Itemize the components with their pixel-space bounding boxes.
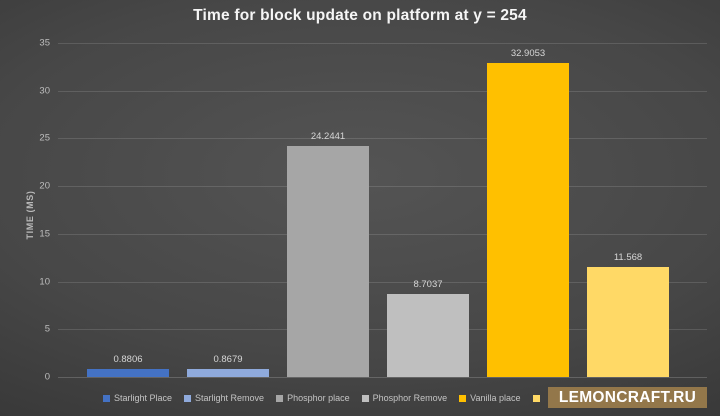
bar-starlight-remove (187, 368, 269, 377)
gridline-0 (58, 377, 707, 378)
legend-swatch-icon (276, 394, 284, 402)
bar-value-label-6: 11.568 (613, 251, 643, 263)
watermark: LEMONCRAFT.RU (548, 387, 707, 408)
gridline-20 (58, 186, 707, 188)
legend-label: Phosphor Remove (372, 393, 448, 403)
gridline-35 (58, 43, 707, 44)
bar-phosphor-place (287, 145, 369, 377)
gridline-15 (58, 233, 707, 235)
legend-item-phosphor-remove: Phosphor Remove (361, 393, 448, 403)
legend-item-starlight-remove: Starlight Remove (184, 393, 264, 403)
legend-item-starlight-place: Starlight Place (103, 393, 172, 403)
legend-swatch-icon (184, 394, 192, 402)
bar-value-label-1: 0.8806 (113, 353, 143, 365)
bar-phosphor-remove (387, 293, 469, 377)
bar-value-label-4: 8.7037 (413, 278, 443, 290)
legend-swatch-icon (459, 394, 467, 402)
legend-swatch-icon (361, 394, 369, 402)
legend-label: Starlight Remove (195, 393, 265, 403)
legend-label: Vanilla place (470, 393, 521, 403)
legend-label: Phosphor place (287, 393, 350, 403)
y-tick-15: 15 (39, 228, 50, 240)
bar-6 (587, 266, 669, 377)
gridline-5 (58, 329, 707, 331)
bar-group-3: 24.2441 (287, 43, 369, 377)
legend-label: Starlight Place (114, 393, 173, 403)
gridline-10 (58, 281, 707, 283)
legend-item-vanilla-place: Vanilla place (459, 393, 521, 403)
y-tick-20: 20 (39, 180, 50, 192)
y-tick-30: 30 (39, 85, 50, 97)
bar-group-4: 8.7037 (387, 43, 469, 377)
y-tick-5: 5 (44, 323, 50, 335)
chart-title: Time for block update on platform at y =… (193, 7, 527, 24)
legend-item-6 (532, 394, 540, 402)
bar-value-label-5: 32.9053 (510, 48, 546, 59)
y-tick-0: 0 (44, 371, 50, 383)
bar-vanilla-place (487, 63, 569, 377)
bar-starlight-place (87, 368, 169, 377)
legend-swatch-icon (103, 394, 110, 402)
bar-value-label-2: 0.8679 (213, 353, 243, 365)
bar-group-5: 32.9053 (487, 43, 569, 377)
y-tick-10: 10 (39, 276, 50, 288)
legend-item-phosphor-place: Phosphor place (276, 393, 350, 403)
bar-group-6: 11.568 (587, 43, 669, 377)
gridline-25 (58, 138, 707, 140)
bar-group-2: 0.8679 (187, 43, 269, 377)
y-tick-25: 25 (39, 132, 50, 144)
bar-value-label-3: 24.2441 (310, 130, 346, 142)
bar-group-1: 0.8806 (87, 43, 169, 377)
legend-swatch-icon (532, 394, 540, 402)
legend: Starlight Place Starlight Remove Phosphor … (103, 391, 540, 405)
gridline-30 (58, 90, 707, 92)
plot-area: TIME (MS) 0 5 10 15 20 25 30 35 0.8806 0.8679 24.… (25, 38, 707, 383)
y-tick-35: 35 (39, 37, 50, 49)
